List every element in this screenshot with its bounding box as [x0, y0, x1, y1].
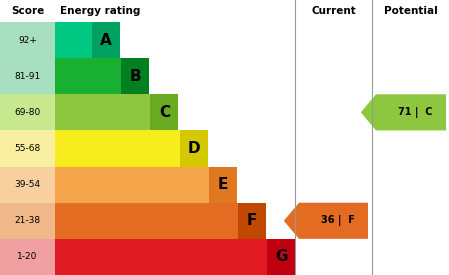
Bar	[0, 167, 55, 203]
Bar	[55, 239, 267, 275]
Bar	[0, 58, 55, 94]
Text: Potential: Potential	[384, 6, 438, 16]
Bar	[180, 130, 207, 167]
Text: B: B	[129, 69, 141, 84]
Text: 92+: 92+	[18, 35, 37, 45]
Text: 55-68: 55-68	[14, 144, 40, 153]
Text: 1-20: 1-20	[18, 252, 38, 262]
Text: 36 |  F: 36 | F	[321, 215, 355, 226]
Bar	[267, 239, 295, 275]
Text: A: A	[100, 32, 112, 48]
Text: 81-91: 81-91	[14, 72, 40, 81]
Bar	[55, 22, 92, 58]
Text: Energy rating: Energy rating	[60, 6, 141, 16]
Text: 39-54: 39-54	[14, 180, 40, 189]
Bar	[55, 58, 121, 94]
Text: E: E	[217, 177, 228, 192]
Text: C: C	[159, 105, 170, 120]
Bar	[55, 203, 238, 239]
Bar	[121, 58, 149, 94]
Text: 71 |  C: 71 | C	[398, 107, 433, 118]
Text: G: G	[275, 249, 287, 265]
Text: Current: Current	[311, 6, 356, 16]
Bar	[55, 167, 209, 203]
Bar	[0, 239, 55, 275]
Bar	[0, 22, 55, 58]
Polygon shape	[361, 94, 446, 130]
Text: F: F	[247, 213, 257, 228]
Bar	[0, 203, 55, 239]
Text: Score: Score	[11, 6, 44, 16]
Text: 21-38: 21-38	[14, 216, 40, 225]
Text: D: D	[187, 141, 200, 156]
Bar	[0, 94, 55, 130]
Bar	[0, 130, 55, 167]
Text: 69-80: 69-80	[14, 108, 40, 117]
Bar	[238, 203, 266, 239]
Bar	[209, 167, 237, 203]
Bar	[92, 22, 120, 58]
Bar	[55, 130, 180, 167]
Polygon shape	[284, 203, 368, 239]
Bar	[150, 94, 178, 130]
Bar	[55, 94, 150, 130]
